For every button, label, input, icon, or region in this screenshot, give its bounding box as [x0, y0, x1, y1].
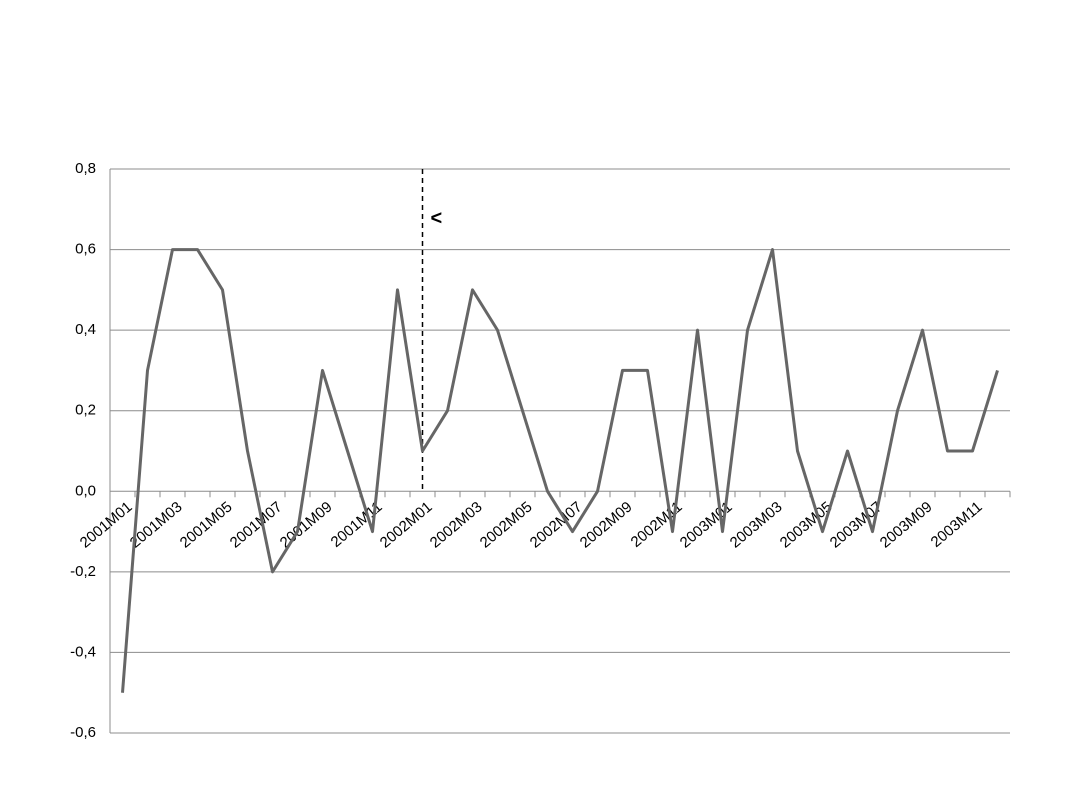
y-tick-label: 0,2	[75, 402, 96, 419]
x-tick-label: 2003M09	[877, 498, 936, 551]
x-tick-label: 2001M09	[277, 498, 336, 551]
x-tick-label: 2001M01	[77, 498, 136, 551]
x-tick-label: 2002M09	[577, 498, 636, 551]
y-tick-label: -0,6	[70, 724, 96, 741]
x-tick-label: 2002M01	[377, 498, 436, 551]
y-tick-label: 0,8	[75, 160, 96, 177]
y-tick-label: 0,4	[75, 321, 96, 338]
x-tick-label: 2001M07	[227, 498, 286, 551]
data-line	[121, 248, 999, 693]
x-tick-label: 2001M11	[328, 498, 386, 551]
x-tick-label: 2002M05	[477, 498, 536, 551]
y-tick-label: -0,4	[70, 643, 96, 660]
annotation: <	[431, 207, 443, 229]
y-tick-label: -0,2	[70, 563, 96, 580]
x-tick-label: 2003M03	[727, 498, 786, 551]
x-tick-label: 2001M05	[177, 498, 236, 551]
x-tick-label: 2003M11	[928, 498, 986, 551]
x-tick-label: 2003M05	[777, 498, 836, 551]
x-tick-label: 2002M03	[427, 498, 486, 551]
y-tick-label: 0,0	[75, 482, 96, 499]
y-tick-label: 0,6	[75, 241, 96, 258]
